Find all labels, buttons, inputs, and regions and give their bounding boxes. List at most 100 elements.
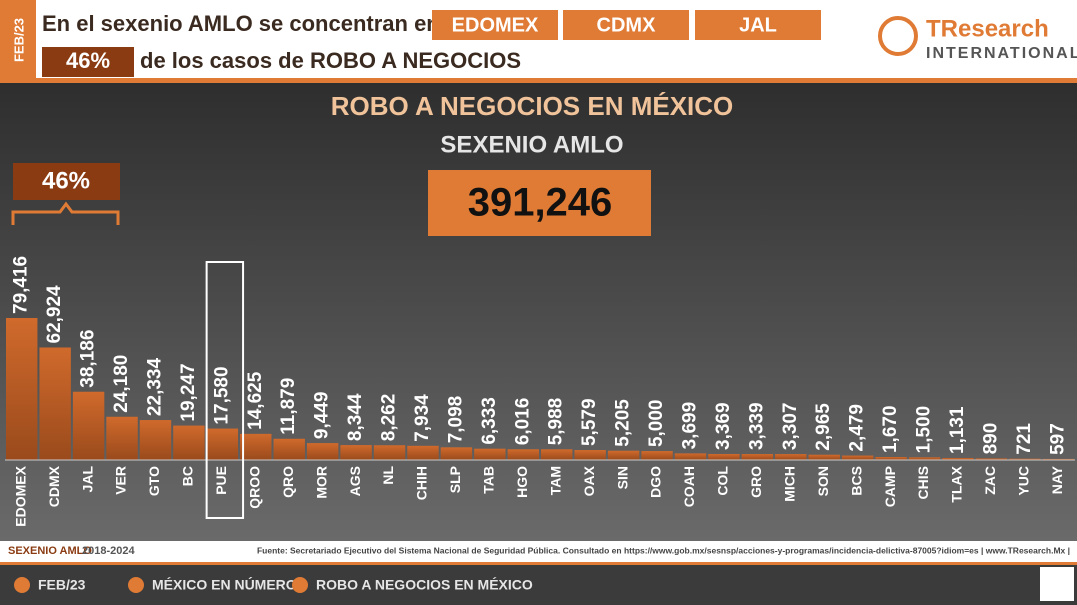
nav-item[interactable]: FEB/23: [38, 577, 86, 593]
tag-box: [563, 10, 689, 40]
x-tick-label: QRO: [280, 466, 296, 498]
x-tick-label: PUE: [213, 466, 229, 495]
value-label: 3,307: [780, 403, 801, 451]
x-tick-label: HGO: [514, 466, 530, 498]
bar: [474, 448, 506, 460]
bar: [340, 445, 372, 460]
highlight: [205, 261, 245, 519]
value-label: 9,449: [312, 392, 333, 440]
x-tick-label: VER: [113, 466, 129, 495]
bar: [775, 454, 807, 460]
x-tick-label: MICH: [781, 466, 797, 502]
bar: [975, 458, 1008, 460]
bar: [607, 450, 640, 460]
nav-icon: [14, 577, 30, 593]
bar: [908, 457, 941, 460]
x-tick-label: COAH: [681, 466, 697, 507]
value-label: 24,180: [111, 355, 132, 413]
x-tick-label: MOR: [313, 466, 329, 499]
period: SEXENIO AMLO: [8, 545, 92, 557]
value-label: 3,369: [713, 402, 734, 450]
bar: [674, 453, 707, 460]
x-tick-label: SIN: [614, 466, 630, 489]
value-label: 5,000: [646, 400, 667, 448]
bar: [942, 457, 974, 460]
logo-icon: [878, 16, 918, 56]
bar: [240, 433, 272, 460]
x-tick-label: BCS: [848, 466, 864, 496]
value-label: 3,339: [746, 402, 767, 450]
headline-1: En el sexenio AMLO se concentran en: [42, 11, 440, 36]
bar: [6, 318, 38, 460]
nav-icon: [292, 577, 308, 593]
x-tick-label: OAX: [581, 465, 597, 496]
x-tick-label: NL: [380, 466, 396, 485]
bar: [708, 453, 740, 460]
bar: [373, 445, 406, 460]
tag: EDOMEX: [452, 14, 539, 36]
x-tick-label: TLAX: [949, 465, 965, 502]
x-tick-label: TAM: [547, 466, 563, 495]
value-label: 597: [1047, 423, 1068, 455]
date-strip: [0, 0, 36, 78]
value-label: 5,579: [579, 398, 600, 446]
x-tick-label: NAY: [1049, 465, 1065, 494]
years: 2018-2024: [82, 545, 135, 557]
bar: [139, 420, 172, 460]
value-label: 2,965: [813, 403, 834, 451]
bar: [440, 447, 473, 460]
value-label: 8,344: [345, 393, 366, 441]
bracket: [11, 201, 120, 225]
x-tick-label: CAMP: [882, 466, 898, 507]
x-tick-label: CHIH: [414, 466, 430, 500]
nav-icon: [128, 577, 144, 593]
x-tick-label: CHIS: [915, 466, 931, 499]
date: FEB/23: [11, 18, 26, 62]
nav-item[interactable]: ROBO A NEGOCIOS EN MÉXICO: [316, 577, 533, 593]
nav-bar: [0, 562, 1077, 605]
value-label: 11,879: [278, 378, 299, 435]
bar: [1009, 458, 1041, 460]
source: Fuente: Secretariado Ejecutivo del Siste…: [257, 545, 1070, 555]
bar: [507, 449, 539, 460]
bar: [72, 391, 105, 460]
bar: [541, 449, 573, 460]
tag: JAL: [739, 14, 777, 36]
x-tick-label: EDOMEX: [12, 465, 28, 526]
x-tick-label: QROO: [246, 466, 262, 509]
bar: [741, 454, 774, 460]
value-label: 7,934: [412, 394, 433, 442]
chart-title: ROBO A NEGOCIOS EN MÉXICO: [331, 91, 734, 121]
headline-2: de los casos de ROBO A NEGOCIOS: [140, 48, 521, 73]
bracket-box: [13, 163, 120, 200]
value-label: 6,333: [479, 397, 500, 445]
x-tick-label: SLP: [447, 466, 463, 493]
total-box: [428, 170, 651, 236]
value-label: 721: [1014, 423, 1035, 455]
bar: [641, 451, 673, 460]
x-tick-label: JAL: [79, 466, 95, 493]
logo: TResearch: [926, 15, 1049, 42]
bar: [1042, 458, 1074, 460]
value-label: 3,699: [679, 402, 700, 450]
x-tick-label: GTO: [146, 466, 162, 496]
value-label: 2,479: [847, 404, 868, 452]
bar: [841, 455, 874, 460]
nav-item[interactable]: MÉXICO EN NÚMEROS: [152, 576, 306, 593]
tag-box: [432, 10, 558, 40]
logo-sub: INTERNATIONAL: [926, 45, 1077, 62]
value-label: 14,625: [245, 371, 266, 430]
value-label: 38,186: [78, 330, 99, 388]
share-box: [42, 47, 134, 77]
x-tick-label: AGS: [347, 466, 363, 496]
chart-bg: [0, 83, 1077, 541]
x-tick-label: DGO: [648, 466, 664, 498]
bar: [574, 450, 606, 460]
tag: CDMX: [597, 14, 657, 36]
qr-code: [1040, 567, 1074, 601]
chart-subtitle: SEXENIO AMLO: [440, 131, 623, 158]
x-tick-label: GRO: [748, 466, 764, 498]
bar: [875, 457, 907, 460]
